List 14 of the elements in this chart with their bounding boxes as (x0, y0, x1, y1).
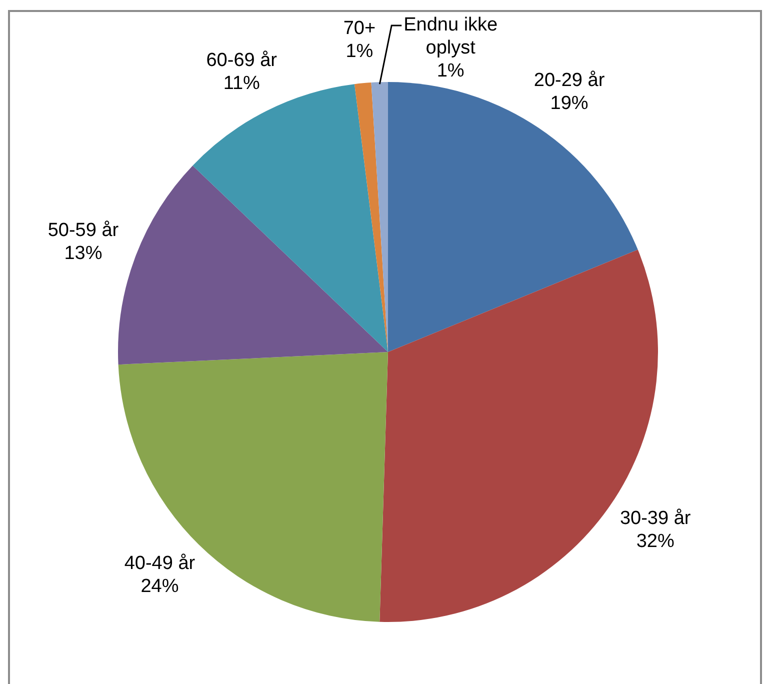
data-label: 32% (636, 531, 674, 552)
data-label: 1% (346, 41, 374, 62)
data-label: 24% (140, 576, 179, 597)
data-label: 19% (550, 92, 588, 114)
data-label: 11% (223, 73, 260, 94)
slice-label: 70+ (343, 18, 376, 40)
slice-label: Endnu ikke oplyst (404, 14, 498, 59)
slice-label: 20-29 år (534, 70, 606, 91)
slice-label: 40-49 år (124, 552, 196, 574)
data-label: 1% (436, 60, 464, 82)
slice-label: 30-39 år (620, 508, 692, 530)
data-label: 13% (64, 243, 102, 264)
slice-label: 60-69 år (206, 50, 278, 72)
slice-label: 50-59 år (48, 220, 120, 242)
